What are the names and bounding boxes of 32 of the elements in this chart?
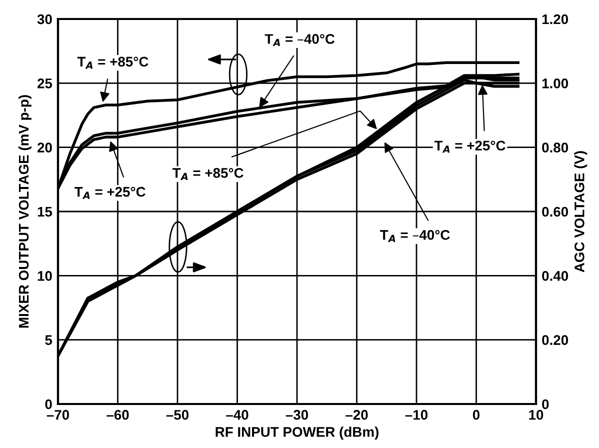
x-tick-label: –50	[166, 410, 189, 420]
annotation: T$_{A}$ = –40°C	[380, 230, 450, 242]
x-tick-label: 0	[472, 410, 480, 420]
x-tick-label: –30	[286, 410, 308, 420]
y-tick-label: 30	[37, 14, 52, 24]
annotation: T$_{A}$ = +85°C	[172, 168, 244, 180]
annotation: T$_{A}$ = –40°C	[264, 34, 335, 46]
y-tick-label: 0	[45, 399, 52, 410]
y-tick-label: 25	[37, 78, 52, 88]
y2-tick-label: 0.20	[542, 335, 568, 346]
x-tick-label: –70	[46, 410, 70, 420]
y2-axis-title: AGC VOLTAGE (V)	[574, 151, 588, 272]
y2-tick-label: 0	[542, 399, 549, 410]
y2-tick-label: 0.60	[542, 206, 568, 217]
x-tick-label: –20	[346, 410, 368, 420]
y-tick-label: 20	[37, 142, 52, 153]
y-tick-label: 5	[45, 335, 52, 346]
annotation: T$_{A}$ = +25°C	[434, 140, 506, 153]
x-tick-label: –60	[106, 410, 129, 420]
x-tick-label: –10	[405, 410, 428, 420]
annotation: T$_{A}$ = +85°C	[77, 56, 148, 69]
y-tick-label: 15	[38, 206, 52, 217]
y-axis-title: MIXER OUTPUT VOLTAGE (mV p-p)	[18, 95, 32, 328]
x-axis-title: RF INPUT POWER (dBm)	[216, 426, 378, 440]
x-tick-label: –40	[226, 410, 248, 420]
y2-tick-label: 0.40	[542, 271, 568, 281]
annotation: T$_{A}$ = +25°C	[74, 186, 146, 199]
y2-tick-label: 0.80	[542, 142, 568, 153]
y2-tick-label: 1.00	[542, 78, 568, 88]
y-tick-label: 10	[38, 271, 52, 281]
y2-tick-label: 1.20	[542, 14, 568, 24]
x-tick-label: 10	[529, 410, 544, 420]
